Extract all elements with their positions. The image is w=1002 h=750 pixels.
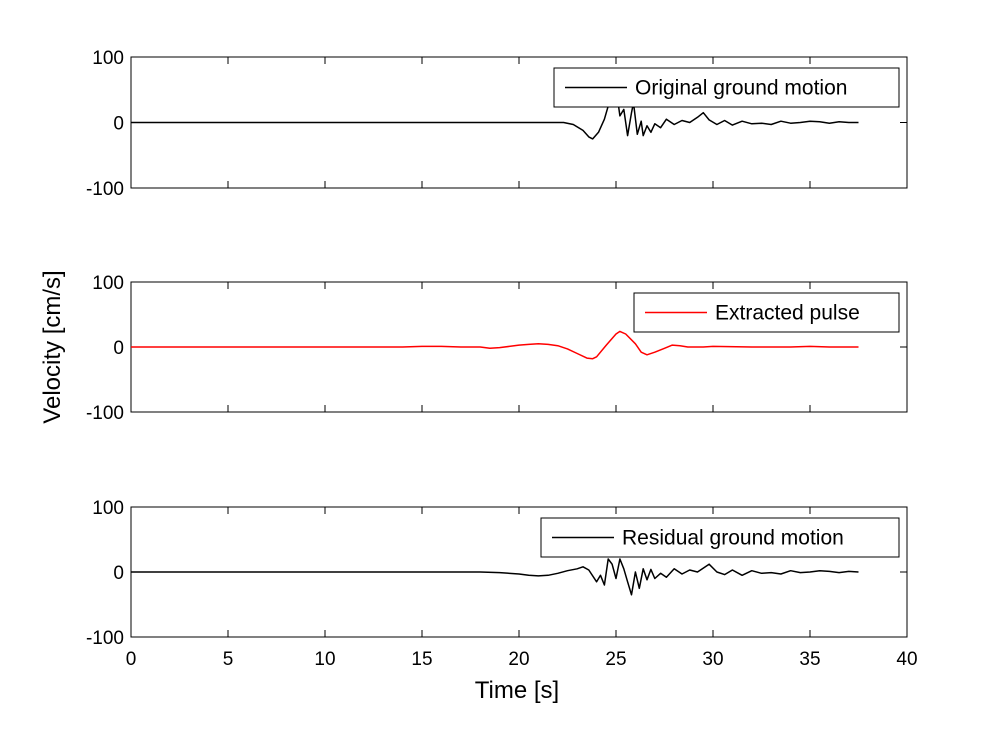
legend-label: Extracted pulse	[715, 302, 860, 325]
x-tick-label: 10	[314, 649, 335, 670]
y-tick-label: 0	[113, 563, 124, 584]
y-tick-label: 0	[113, 338, 124, 359]
y-tick-label: 0	[113, 114, 124, 135]
x-tick-label: 35	[799, 649, 820, 670]
x-axis-title: Time [s]	[475, 677, 559, 704]
y-axis-title: Velocity [cm/s]	[39, 270, 66, 423]
subplot-1: -100 0 100 Original ground motion	[86, 48, 908, 200]
series-line-1	[131, 98, 859, 140]
legend: Original ground motion	[553, 67, 900, 108]
legend-box	[633, 292, 900, 333]
x-tick-label: 0	[126, 649, 137, 670]
x-tick-label: 30	[702, 649, 723, 670]
x-tick-label: 20	[508, 649, 529, 670]
x-tick-label: 5	[223, 649, 234, 670]
legend-label: Original ground motion	[635, 77, 847, 100]
legend: Extracted pulse	[633, 292, 900, 333]
y-tick-label: -100	[86, 628, 124, 649]
series-line-2	[131, 330, 859, 360]
y-tick-label: -100	[86, 403, 124, 424]
x-tick-label: 25	[605, 649, 626, 670]
series-line-3	[131, 558, 859, 596]
x-tick-label: 40	[896, 649, 917, 670]
y-tick-label: -100	[86, 179, 124, 200]
y-tick-label: 100	[92, 48, 124, 69]
x-tick-label: 15	[411, 649, 432, 670]
y-tick-label: 100	[92, 498, 124, 519]
legend-label: Residual ground motion	[622, 527, 844, 550]
subplot-2: -100 0 100 Extracted pulse	[86, 273, 908, 424]
legend: Residual ground motion	[540, 517, 900, 558]
y-tick-label: 100	[92, 273, 124, 294]
